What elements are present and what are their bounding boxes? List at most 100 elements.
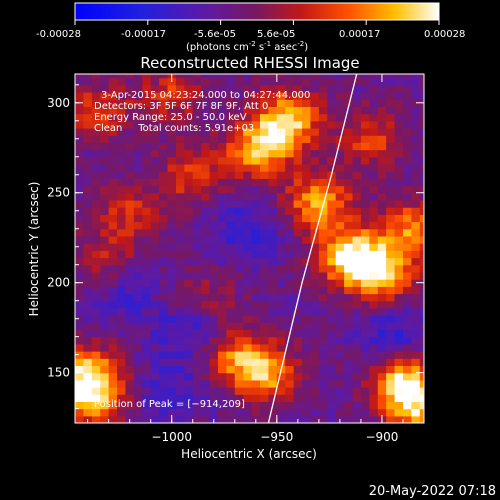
heatmap-cell — [386, 207, 396, 215]
heatmap-cell — [217, 415, 227, 423]
heatmap-cell — [234, 135, 244, 143]
heatmap-cell — [209, 315, 219, 323]
heatmap-cell — [142, 351, 152, 359]
heatmap-cell — [411, 235, 421, 244]
heatmap-cell — [108, 149, 118, 158]
heatmap-cell — [318, 84, 328, 93]
heatmap-cell — [360, 91, 370, 100]
heatmap-cell — [285, 271, 295, 280]
heatmap-cell — [150, 156, 160, 165]
heatmap-cell — [360, 99, 370, 107]
heatmap-cell — [201, 250, 211, 259]
heatmap-cell — [268, 358, 278, 367]
heatmap-cell — [91, 307, 101, 316]
heatmap-cell — [150, 271, 160, 280]
heatmap-cell — [386, 74, 396, 79]
heatmap-cell — [167, 365, 177, 374]
heatmap-cell — [226, 300, 236, 309]
heatmap-cell — [150, 99, 160, 107]
heatmap-cell — [260, 199, 270, 208]
annotation-peak: Position of Peak = [−914,209] — [94, 399, 245, 410]
heatmap-cell — [125, 300, 135, 309]
x-tick-label: −950 — [260, 430, 293, 444]
heatmap-cell — [369, 408, 379, 417]
heatmap-cell — [217, 250, 227, 259]
heatmap-cell — [234, 243, 244, 251]
heatmap-cell — [285, 120, 295, 129]
heatmap-cell — [335, 243, 345, 251]
heatmap-cell — [117, 401, 127, 410]
heatmap-cell — [352, 329, 362, 338]
heatmap-cell — [335, 401, 345, 410]
heatmap-cell — [83, 307, 93, 316]
heatmap-cell — [318, 221, 328, 230]
heatmap-cell — [108, 279, 118, 287]
heatmap-cell — [125, 250, 135, 259]
heatmap-cell — [167, 120, 177, 129]
heatmap-cell — [369, 99, 379, 107]
y-tick-label: 250 — [47, 186, 70, 200]
heatmap-cell — [175, 329, 185, 338]
heatmap-cell — [217, 351, 227, 359]
heatmap-cell — [318, 300, 328, 309]
heatmap-cell — [100, 372, 110, 381]
heatmap-cell — [217, 178, 227, 187]
heatmap-cell — [125, 207, 135, 215]
heatmap-cell — [251, 199, 261, 208]
heatmap-cell — [209, 343, 219, 352]
heatmap-cell — [159, 171, 169, 179]
heatmap-cell — [251, 77, 261, 86]
heatmap-cell — [352, 199, 362, 208]
heatmap-cell — [133, 379, 143, 388]
heatmap-cell — [209, 365, 219, 374]
heatmap-cell — [91, 271, 101, 280]
heatmap-cell — [150, 394, 160, 403]
heatmap-cell — [276, 156, 286, 165]
heatmap-cell — [394, 300, 404, 309]
heatmap-cell — [133, 279, 143, 287]
heatmap-cell — [226, 365, 236, 374]
heatmap-cell — [310, 300, 320, 309]
heatmap-cell — [142, 74, 152, 79]
heatmap-cell — [344, 221, 354, 230]
heatmap-cell — [402, 171, 412, 179]
heatmap-cell — [83, 257, 93, 266]
heatmap-cell — [192, 358, 202, 367]
colorbar-gradient — [74, 2, 440, 21]
heatmap-cell — [167, 221, 177, 230]
heatmap-cell — [352, 358, 362, 367]
heatmap-cell — [394, 113, 404, 122]
heatmap-cell — [142, 293, 152, 302]
heatmap-cell — [302, 365, 312, 374]
heatmap-cell — [184, 394, 194, 403]
heatmap-cell — [335, 329, 345, 338]
heatmap-cell — [369, 113, 379, 122]
heatmap-cell — [360, 207, 370, 215]
heatmap-cell — [133, 408, 143, 417]
heatmap-cell — [209, 120, 219, 129]
heatmap-cell — [386, 156, 396, 165]
heatmap-cell — [377, 264, 387, 273]
heatmap-cell — [293, 214, 303, 223]
heatmap-cell — [167, 91, 177, 100]
heatmap-cell — [226, 329, 236, 338]
heatmap-cell — [117, 142, 127, 151]
heatmap-cell — [276, 322, 286, 331]
heatmap-cell — [268, 300, 278, 309]
heatmap-cell — [402, 372, 412, 381]
heatmap-cell — [75, 77, 85, 86]
heatmap-cell — [411, 221, 421, 230]
heatmap-cell — [91, 99, 101, 107]
heatmap-cell — [302, 120, 312, 129]
heatmap-cell — [100, 394, 110, 403]
heatmap-cell — [150, 379, 160, 388]
heatmap-cell — [159, 127, 169, 136]
heatmap-cell — [293, 135, 303, 143]
heatmap-cell — [276, 178, 286, 187]
heatmap-cell — [125, 113, 135, 122]
heatmap-cell — [226, 235, 236, 244]
heatmap-cell — [352, 293, 362, 302]
heatmap-cell — [217, 343, 227, 352]
heatmap-cell — [318, 372, 328, 381]
heatmap-cell — [159, 279, 169, 287]
